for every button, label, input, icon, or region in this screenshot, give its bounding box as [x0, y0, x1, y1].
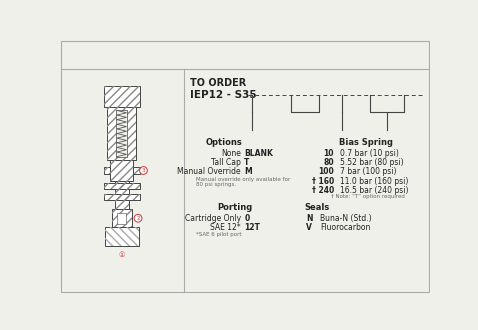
Text: 3: 3: [141, 168, 145, 173]
Bar: [112, 209, 132, 227]
Bar: [104, 167, 110, 174]
Bar: [107, 107, 137, 160]
Bar: [104, 183, 140, 189]
Text: Tall Cap: Tall Cap: [211, 158, 241, 167]
Bar: [105, 227, 139, 246]
Text: Manual override only available for
80 psi springs.: Manual override only available for 80 ps…: [196, 177, 291, 187]
Text: TO ORDER: TO ORDER: [190, 78, 246, 88]
Text: † Note: “T” option required: † Note: “T” option required: [331, 194, 405, 199]
Text: 2: 2: [136, 216, 140, 221]
Bar: [117, 213, 126, 224]
Text: 16.5 bar (240 psi): 16.5 bar (240 psi): [340, 186, 409, 195]
Text: 11.0 bar (160 psi): 11.0 bar (160 psi): [340, 177, 409, 186]
Circle shape: [140, 167, 147, 174]
Text: Seals: Seals: [304, 203, 330, 212]
Text: Fluorocarbon: Fluorocarbon: [320, 223, 370, 232]
Text: *SAE 6 pilot port: *SAE 6 pilot port: [196, 232, 242, 237]
Text: IEP12 - S35: IEP12 - S35: [190, 90, 257, 100]
Bar: [104, 86, 140, 107]
Bar: [115, 181, 129, 209]
Text: † 160: † 160: [312, 177, 334, 186]
Bar: [104, 194, 140, 200]
Text: † 240: † 240: [312, 186, 334, 195]
Circle shape: [134, 214, 142, 222]
Bar: [105, 227, 139, 246]
Bar: [110, 160, 133, 181]
Text: 80: 80: [324, 158, 334, 167]
Text: BLANK: BLANK: [244, 149, 273, 158]
Text: Porting: Porting: [217, 203, 252, 212]
Text: 0: 0: [244, 214, 250, 223]
Bar: [104, 86, 140, 107]
Text: 12T: 12T: [244, 223, 260, 232]
Text: None: None: [221, 149, 241, 158]
Bar: [115, 181, 129, 209]
Bar: [133, 167, 140, 174]
Text: T: T: [244, 158, 250, 167]
Text: V: V: [306, 223, 312, 232]
Text: Buna-N (Std.): Buna-N (Std.): [320, 214, 372, 223]
Text: 0.7 bar (10 psi): 0.7 bar (10 psi): [340, 149, 399, 158]
Text: M: M: [244, 167, 252, 177]
Text: 100: 100: [318, 167, 334, 177]
Text: 5.52 bar (80 psi): 5.52 bar (80 psi): [340, 158, 404, 167]
Text: SAE 12*: SAE 12*: [210, 223, 241, 232]
Text: Options: Options: [206, 138, 242, 147]
Bar: [116, 111, 127, 157]
Text: 10: 10: [324, 149, 334, 158]
Text: Manual Override: Manual Override: [177, 167, 241, 177]
Bar: [104, 183, 140, 189]
Bar: [110, 160, 133, 181]
Bar: [104, 194, 140, 200]
Bar: [107, 107, 137, 160]
Bar: [133, 167, 140, 174]
Text: 7 bar (100 psi): 7 bar (100 psi): [340, 167, 397, 177]
Text: ①: ①: [119, 252, 125, 258]
Text: Cartridge Only: Cartridge Only: [185, 214, 241, 223]
Text: Bias Spring: Bias Spring: [339, 138, 393, 147]
Bar: [104, 167, 110, 174]
Text: N: N: [306, 214, 313, 223]
Bar: [112, 209, 132, 227]
